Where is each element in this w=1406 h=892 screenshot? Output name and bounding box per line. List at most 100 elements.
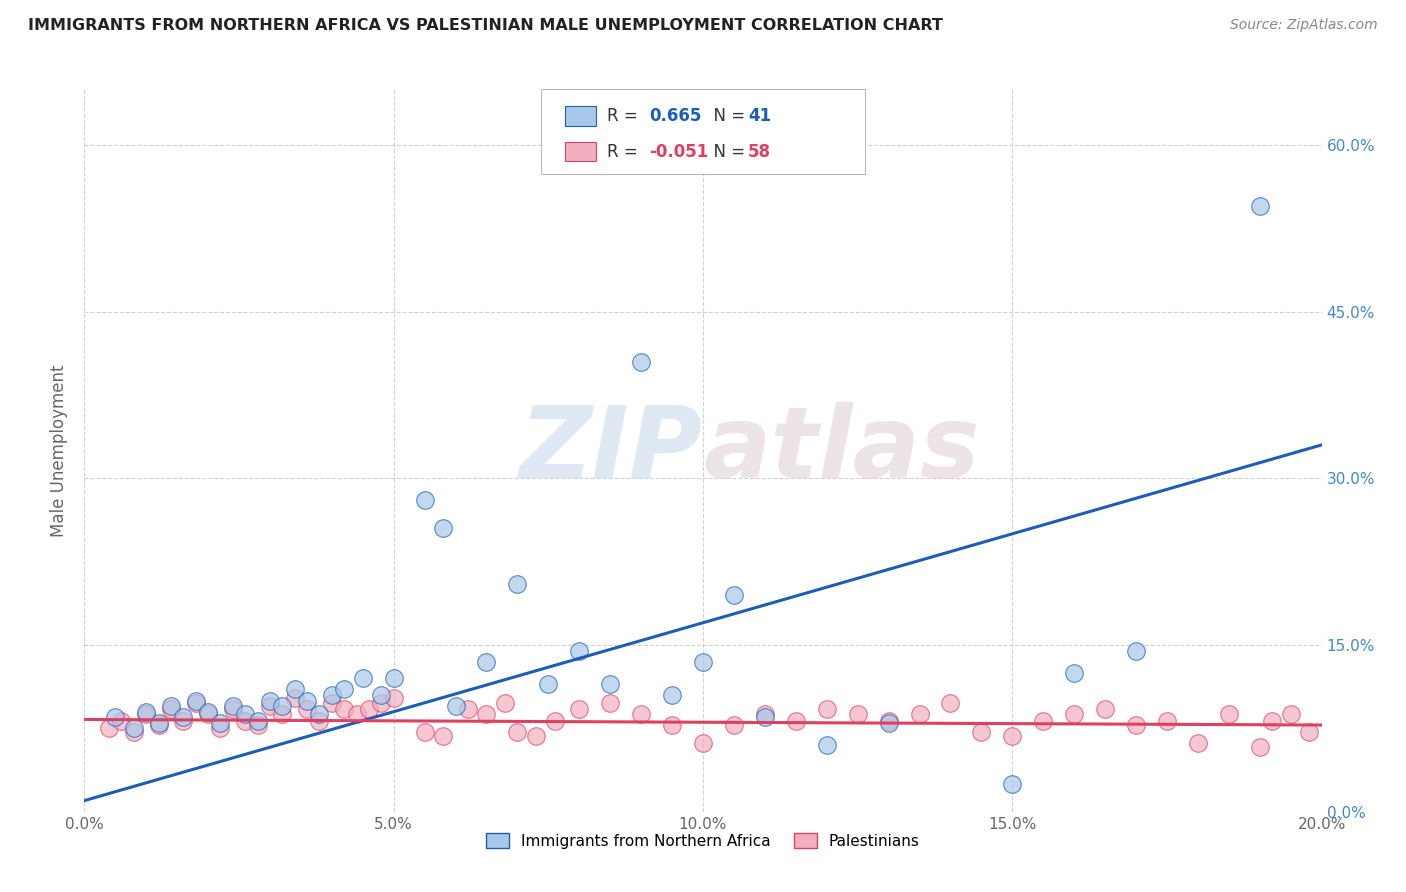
Text: R =: R = [607,107,644,125]
Point [172,714,194,728]
Point [475,706,498,721]
Point [1187,736,1209,750]
Point [444,699,467,714]
Point [524,729,547,743]
Point [1298,724,1320,739]
Point [1156,714,1178,728]
Point [259,699,281,714]
Point [321,696,343,710]
Point [506,577,529,591]
Point [568,643,591,657]
Point [537,677,560,691]
Text: atlas: atlas [703,402,980,499]
Point [321,688,343,702]
Point [568,702,591,716]
Point [908,706,931,721]
Point [754,706,776,721]
Point [284,682,307,697]
Point [382,671,405,685]
Point [222,702,245,716]
Point [815,738,838,752]
Point [1063,665,1085,680]
Point [370,696,392,710]
Point [1218,706,1240,721]
Point [284,691,307,706]
Point [197,705,219,719]
Point [209,722,232,736]
Point [209,715,232,730]
Point [148,715,170,730]
Point [352,671,374,685]
Point [599,677,621,691]
Point [1001,777,1024,791]
Point [1125,643,1147,657]
Point [259,693,281,707]
Point [370,688,392,702]
Point [98,722,121,736]
Point [308,714,330,728]
Point [692,736,714,750]
Point [785,714,807,728]
Point [184,696,207,710]
Text: -0.051: -0.051 [650,143,709,161]
Point [110,714,132,728]
Point [754,710,776,724]
Point [1261,714,1284,728]
Point [148,718,170,732]
Point [543,714,565,728]
Point [1249,199,1271,213]
Point [661,688,683,702]
Point [723,718,745,732]
Point [630,706,652,721]
Point [457,702,479,716]
Point [970,724,993,739]
Point [413,493,436,508]
Text: ZIP: ZIP [520,402,703,499]
Point [382,691,405,706]
Point [475,655,498,669]
Text: IMMIGRANTS FROM NORTHERN AFRICA VS PALESTINIAN MALE UNEMPLOYMENT CORRELATION CHA: IMMIGRANTS FROM NORTHERN AFRICA VS PALES… [28,18,943,33]
Point [122,722,145,736]
Point [333,682,356,697]
Point [1032,714,1054,728]
Point [1063,706,1085,721]
Point [222,699,245,714]
Point [494,696,516,710]
Point [295,702,318,716]
Point [432,521,454,535]
Point [692,655,714,669]
Point [1125,718,1147,732]
Point [246,714,269,728]
Point [104,710,127,724]
Point [506,724,529,739]
Text: 0.665: 0.665 [650,107,702,125]
Point [346,706,368,721]
Point [271,706,294,721]
Point [233,714,256,728]
Text: Source: ZipAtlas.com: Source: ZipAtlas.com [1230,18,1378,32]
Point [877,714,900,728]
Point [599,696,621,710]
Y-axis label: Male Unemployment: Male Unemployment [51,364,69,537]
Legend: Immigrants from Northern Africa, Palestinians: Immigrants from Northern Africa, Palesti… [479,827,927,855]
Point [122,724,145,739]
Point [630,354,652,368]
Point [160,702,183,716]
Point [184,693,207,707]
Point [1001,729,1024,743]
Point [1249,740,1271,755]
Point [723,588,745,602]
Point [1279,706,1302,721]
Point [1094,702,1116,716]
Text: N =: N = [703,143,751,161]
Point [271,699,294,714]
Point [135,705,157,719]
Point [172,710,194,724]
Point [846,706,869,721]
Point [135,706,157,721]
Point [815,702,838,716]
Point [357,702,380,716]
Point [246,718,269,732]
Point [295,693,318,707]
Text: 58: 58 [748,143,770,161]
